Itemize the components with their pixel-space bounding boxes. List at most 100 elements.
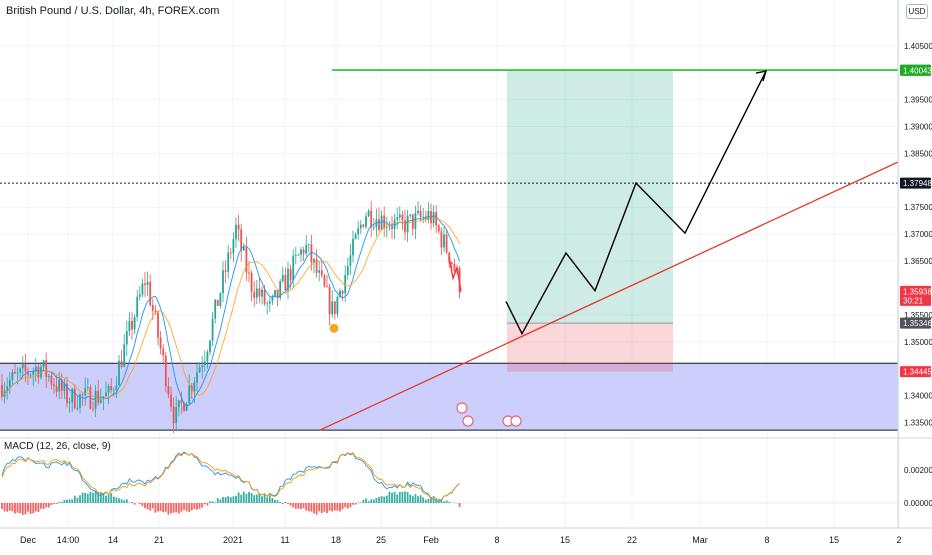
time-tick-label: 22 [627,535,637,545]
candle-body [230,253,232,254]
candle-body [318,270,320,273]
macd-histogram-bar [396,494,398,503]
macd-histogram-bar [17,503,19,513]
macd-line [2,452,460,501]
candle-body [209,341,211,353]
macd-histogram-bar [342,503,344,509]
macd-histogram-bar [222,497,224,503]
macd-histogram-bar [155,503,157,513]
macd-histogram-bar [48,503,50,508]
macd-histogram-bar [181,503,183,512]
macd-histogram-bar [51,503,53,505]
candle-body [290,269,292,281]
macd-histogram-bar [170,503,172,513]
macd-histogram-bar [134,503,136,505]
candle-body [17,373,19,374]
macd-histogram-bar [378,497,380,503]
macd-histogram-bar [12,503,14,511]
candle-body [92,409,94,410]
candle-body [259,288,261,296]
macd-histogram-bar [194,503,196,509]
candle-body [30,375,32,376]
macd-histogram-bar [66,500,68,503]
candle-body [168,386,170,395]
macd-histogram-bar [313,503,315,513]
candle-body [378,219,380,229]
candle-body [22,364,24,368]
macd-histogram-bar [368,501,370,503]
macd-histogram-bar [459,503,461,507]
candle-body [139,295,141,297]
macd-histogram-bar [269,496,271,503]
macd-histogram-bar [82,493,84,503]
candle-body [129,321,131,331]
macd-histogram-bar [144,503,146,508]
macd-histogram-bar [318,503,320,511]
macd-histogram-bar [290,503,292,506]
price-tick-label: 1.39000 [904,122,932,131]
candle-body [170,395,172,407]
price-tick-label: 1.37000 [904,230,932,239]
price-badge-label: 1.40043 [903,66,932,75]
candle-body [407,216,409,233]
economic-event-icon [511,416,521,426]
price-tick-label: 1.37500 [904,203,932,212]
macd-histogram-bar [108,495,110,503]
macd-histogram-bar [30,503,32,514]
currency-badge[interactable]: USD [906,4,928,19]
macd-histogram-bar [204,503,206,504]
macd-histogram-bar [38,503,40,512]
candle-body [160,338,162,349]
macd-histogram-bar [352,503,354,505]
candle-body [222,270,224,293]
candle-body [105,393,107,397]
demand-zone [0,363,898,430]
macd-histogram-bar [58,502,60,503]
candle-body [204,361,206,365]
time-tick-label: 2 [896,535,901,545]
macd-histogram-bar [402,492,404,503]
macd-pane [0,438,932,515]
macd-histogram-bar [6,503,8,512]
candle-body [251,273,253,292]
macd-histogram-bar [56,503,58,504]
macd-histogram-bar [188,503,190,512]
macd-histogram-bar [178,503,180,514]
macd-histogram-bar [425,500,427,503]
candle-body [19,368,21,372]
macd-histogram-bar [376,498,378,503]
time-tick-label: 15 [560,535,570,545]
macd-histogram-bar [412,496,414,503]
price-tick-label: 1.36500 [904,257,932,266]
macd-histogram-bar [43,503,45,509]
candle-body [108,386,110,393]
candle-body [113,390,115,391]
macd-histogram-bar [266,497,268,503]
candle-body [181,400,183,403]
macd-histogram-bar [248,492,250,503]
macd-histogram-bar [121,499,123,503]
candle-body [274,290,276,296]
candle-body [391,226,393,229]
macd-histogram-bar [4,503,6,511]
macd-histogram-bar [14,503,16,513]
candle-body [355,235,357,239]
candle-body [329,287,331,314]
candle-body [207,352,209,361]
candle-body [77,408,79,409]
macd-histogram-bar [191,503,193,510]
long-position-stop-zone [507,323,673,371]
macd-histogram-bar [350,503,352,507]
macd-histogram-bar [415,494,417,503]
candle-body [342,291,344,293]
candle-body [253,292,255,298]
candle-body [142,284,144,295]
macd-histogram-bar [272,498,274,503]
macd-histogram-bar [282,503,284,504]
candle-body [152,305,154,311]
price-badge-label: 1.37948 [903,179,932,188]
macd-histogram-bar [69,500,71,503]
candle-body [56,386,58,391]
macd-histogram-bar [261,496,263,503]
